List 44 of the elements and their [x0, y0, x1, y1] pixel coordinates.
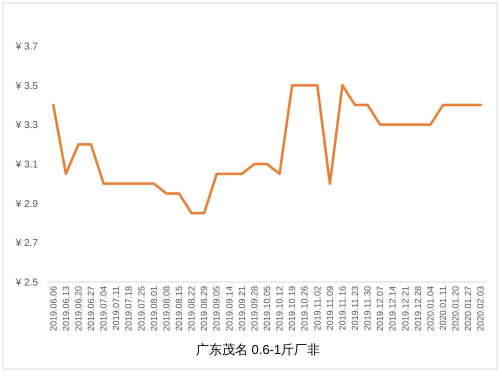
x-tick-label: 2019.06.27 — [86, 286, 96, 332]
x-tick-label: 2019.08.01 — [148, 286, 159, 332]
x-tick-label: 2019.09.21 — [236, 286, 247, 332]
x-tick-label: 2019.08.15 — [174, 286, 184, 332]
x-tick-label: 2019.11.23 — [350, 286, 360, 330]
y-tick-label: ¥ 3.5 — [14, 80, 38, 92]
x-tick-label: 2019.07.04 — [98, 286, 109, 332]
x-tick-label: 2020.01.11 — [438, 286, 448, 330]
y-tick-label: ¥ 2.7 — [14, 238, 38, 250]
x-tick-label: 2019.11.16 — [337, 286, 348, 330]
x-tick-label: 2019.11.09 — [324, 286, 335, 330]
x-tick-label: 2019.12.21 — [400, 286, 410, 332]
x-tick-label: 2019.11.30 — [362, 286, 373, 330]
x-tick-label: 2019.12.14 — [388, 286, 398, 332]
y-tick-label: ¥ 3.1 — [14, 160, 38, 170]
x-tick-label: 2019.12.07 — [375, 286, 386, 332]
x-tick-label: 2019.11.02 — [312, 286, 322, 330]
x-tick-label: 2019.09.28 — [249, 286, 260, 332]
x-tick-label: 2019.10.05 — [262, 286, 272, 332]
text: 广东茂名 0.6-1斤厂非 — [196, 342, 320, 357]
x-tick-label: 2019.07.18 — [124, 286, 134, 332]
line-series — [52, 84, 482, 214]
y-tick-label: ¥ 3.7 — [14, 42, 38, 52]
y-tick-label: ¥ 2.5 — [14, 278, 38, 288]
x-tick-label: 2019.09.05 — [212, 286, 222, 332]
x-tick-label: 2019.08.22 — [186, 286, 197, 332]
x-tick-label: 2019.12.28 — [412, 286, 423, 332]
x-tick-label: 2019.06.20 — [73, 286, 84, 332]
x-tick-label: 2019.06.13 — [60, 286, 71, 332]
x-tick-label: 2019.10.12 — [274, 286, 285, 332]
x-tick-label: 2019.10.26 — [300, 286, 310, 332]
x-tick-label: 2019.07.11 — [111, 286, 122, 330]
x-tick-label: 2019.08.29 — [199, 286, 210, 332]
x-tick-label: 2020.01.20 — [450, 286, 461, 332]
x-tick-label: 2019.08.08 — [161, 286, 172, 332]
y-tick-label: ¥ 3.3 — [14, 120, 38, 132]
x-tick-label: 2019.07.25 — [136, 286, 146, 332]
x-tick-label: 2019.06.06 — [48, 286, 58, 332]
x-tick-label: 2020.01.27 — [463, 286, 474, 332]
x-tick-label: 2019.09.14 — [224, 286, 234, 332]
x-tick-label: 2020.02.03 — [476, 286, 486, 332]
x-tick-label: 2019.10.19 — [287, 286, 298, 332]
y-tick-label: ¥ 2.9 — [14, 198, 38, 210]
x-tick-label: 2020.01.04 — [425, 286, 436, 332]
